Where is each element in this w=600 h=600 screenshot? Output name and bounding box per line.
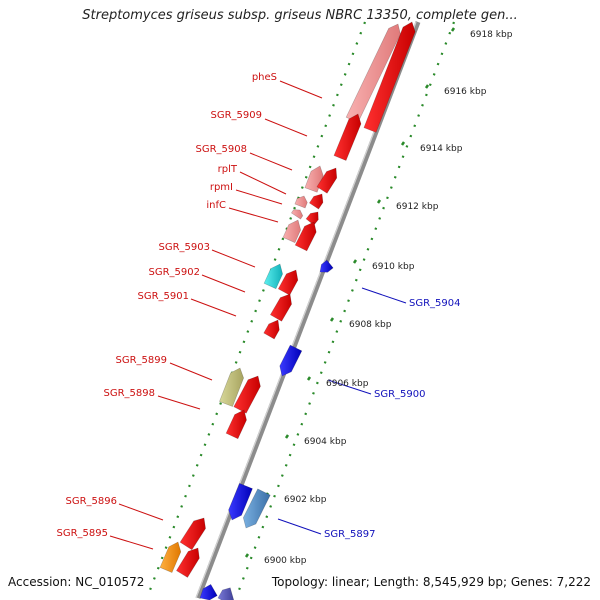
kbp-label: 6904 kbp	[304, 437, 347, 447]
gene-arrow-rplt[interactable]	[316, 167, 338, 194]
kbp-tick	[376, 199, 382, 204]
gene-features	[159, 21, 416, 600]
gene-label[interactable]: SGR_5909	[211, 110, 263, 121]
map-title: Streptomyces griseus subsp. griseus NBRC…	[82, 8, 518, 23]
gene-arrow-sgr5898[interactable]	[233, 375, 261, 414]
label-leader	[361, 287, 407, 304]
gene-label[interactable]: rplT	[218, 164, 238, 175]
label-leader	[211, 249, 256, 268]
gene-arrow-sgr5909[interactable]	[333, 113, 362, 161]
gene-block-sgr5899[interactable]	[219, 367, 244, 407]
gene-arrow-infc-b[interactable]	[305, 211, 319, 226]
kbp-label: 6918 kbp	[470, 30, 513, 40]
gene-arrow-sgr5904[interactable]	[319, 259, 334, 273]
gene-label[interactable]: SGR_5898	[104, 388, 156, 399]
kbp-label: 6908 kbp	[349, 320, 392, 330]
label-leader	[228, 207, 279, 223]
gene-arrow-sgr5901-b[interactable]	[263, 319, 280, 340]
gene-label[interactable]: SGR_5902	[149, 267, 201, 278]
gene-arrow-phes[interactable]	[345, 23, 401, 124]
kbp-label: 6916 kbp	[444, 87, 487, 97]
gene-arrow-bottom-b[interactable]	[217, 587, 235, 600]
kbp-label: 6910 kbp	[372, 262, 415, 272]
gene-block-sgr5895[interactable]	[159, 541, 182, 573]
kbp-tick	[329, 317, 335, 322]
kbp-tick	[244, 553, 250, 558]
label-leader	[327, 379, 372, 395]
accession-label: Accession: NC_010572	[8, 575, 145, 589]
label-leader	[239, 171, 287, 195]
gene-label[interactable]: SGR_5900	[374, 389, 426, 400]
gene-arrow-sgr5903-neighbor[interactable]	[294, 221, 317, 252]
kbp-label: 6900 kbp	[264, 556, 307, 566]
label-leader	[118, 503, 164, 521]
gene-arrow-sgr5900[interactable]	[279, 344, 303, 377]
gene-arrow-sgr5902[interactable]	[277, 269, 299, 296]
gene-label[interactable]: pheS	[252, 72, 277, 83]
gene-block-sgr5903[interactable]	[263, 263, 283, 290]
gene-arrow-rpmi-b[interactable]	[309, 193, 324, 210]
gene-arrow-sgr5897[interactable]	[228, 482, 253, 521]
kbp-tick	[352, 259, 358, 264]
label-leader	[157, 395, 201, 410]
gene-label[interactable]: SGR_5901	[138, 291, 190, 302]
kbp-label: 6906 kbp	[326, 379, 369, 389]
gene-label[interactable]: SGR_5904	[409, 298, 461, 309]
label-leader	[201, 274, 246, 293]
kbp-label: 6914 kbp	[420, 144, 463, 154]
kbp-ticks	[244, 27, 456, 558]
gene-label[interactable]: SGR_5903	[159, 242, 211, 253]
label-leader	[190, 298, 237, 317]
label-leader	[169, 362, 213, 381]
gene-arrow-sgr5901[interactable]	[269, 293, 292, 322]
gene-arrow-sgr5896[interactable]	[179, 517, 206, 551]
gene-label[interactable]: SGR_5908	[196, 144, 248, 155]
kbp-label: 6912 kbp	[396, 202, 439, 212]
label-leader	[249, 152, 293, 171]
gene-labels: pheS SGR_5909 SGR_5908 rplT rpmI infC SGR_5903…	[57, 72, 461, 540]
label-leader	[235, 189, 283, 205]
gene-arrow-infc-c[interactable]	[282, 219, 301, 244]
kbp-tick	[284, 434, 290, 439]
genome-stats: Topology: linear; Length: 8,545,929 bp; …	[271, 575, 591, 589]
gene-label[interactable]: SGR_5899	[116, 355, 168, 366]
label-leader	[279, 80, 323, 99]
gene-arrow-sgr5898-b[interactable]	[225, 409, 247, 440]
label-leader	[109, 535, 154, 550]
gene-label[interactable]: SGR_5896	[66, 496, 118, 507]
gene-label[interactable]: SGR_5895	[57, 528, 109, 539]
gene-arrow-rpmi[interactable]	[294, 195, 308, 209]
gene-block-sgr5897-b[interactable]	[242, 488, 271, 529]
gene-label[interactable]: infC	[206, 200, 226, 211]
kbp-labels: 6918 kbp 6916 kbp 6914 kbp 6912 kbp 6910 kbp…	[264, 30, 513, 566]
kbp-tick	[400, 141, 406, 146]
kbp-tick	[450, 27, 456, 32]
gene-arrow-top[interactable]	[363, 21, 416, 133]
gene-label[interactable]: SGR_5897	[324, 529, 376, 540]
kbp-label: 6902 kbp	[284, 495, 327, 505]
kbp-tick	[424, 84, 430, 89]
kbp-tick	[306, 376, 312, 381]
label-leader	[277, 518, 322, 535]
right-track-dots	[234, 21, 456, 599]
label-leader-lines	[109, 80, 407, 550]
gene-label[interactable]: rpmI	[210, 182, 233, 193]
label-leader	[264, 118, 308, 137]
gene-arrow-infc[interactable]	[291, 209, 304, 220]
gene-arrow-sgr5895-b[interactable]	[176, 547, 200, 578]
